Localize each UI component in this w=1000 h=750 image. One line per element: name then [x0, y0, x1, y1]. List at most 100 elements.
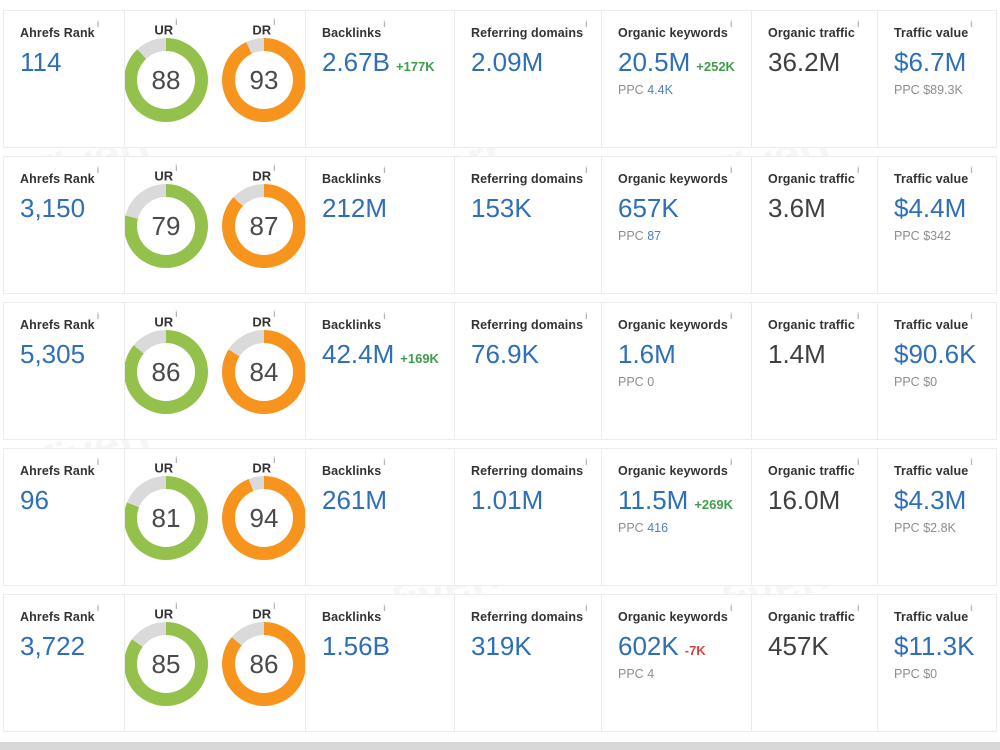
- backlinks-value[interactable]: 2.67B: [322, 47, 390, 78]
- ur-label-text: UR: [154, 460, 174, 476]
- backlinks-value[interactable]: 261M: [322, 485, 388, 516]
- info-icon[interactable]: i: [383, 457, 386, 467]
- info-icon[interactable]: i: [383, 603, 386, 613]
- keywords-ppc-value[interactable]: 87: [647, 229, 662, 244]
- info-icon[interactable]: i: [585, 19, 588, 29]
- info-icon[interactable]: i: [856, 165, 860, 175]
- info-icon[interactable]: i: [383, 165, 386, 175]
- info-icon[interactable]: i: [970, 311, 973, 321]
- ahrefs-rank-value[interactable]: 3,722: [20, 631, 86, 662]
- info-icon[interactable]: i: [175, 163, 178, 173]
- backlinks-value[interactable]: 212M: [322, 193, 388, 224]
- info-icon[interactable]: i: [856, 457, 860, 467]
- info-icon[interactable]: i: [856, 19, 860, 29]
- organic-keywords-value[interactable]: 11.5M: [618, 485, 689, 516]
- info-icon[interactable]: i: [175, 17, 178, 27]
- ahrefs-rank-value[interactable]: 96: [20, 485, 49, 516]
- dr-gauge-ring: 87: [222, 184, 305, 269]
- info-icon[interactable]: i: [96, 19, 100, 29]
- ahrefs-rank-value[interactable]: 3,150: [20, 193, 86, 224]
- referring-domains-value[interactable]: 153K: [471, 193, 532, 224]
- referring-domains-value[interactable]: 76.9K: [471, 339, 539, 370]
- organic-keywords-cell: Organic keywordsi 602K -7K PPC 4: [601, 595, 751, 731]
- dr-gauge-value: 93: [235, 51, 293, 110]
- info-icon[interactable]: i: [383, 19, 386, 29]
- backlinks-value[interactable]: 42.4M: [322, 339, 395, 370]
- info-icon[interactable]: i: [729, 457, 733, 467]
- info-icon[interactable]: i: [585, 311, 588, 321]
- info-icon[interactable]: i: [585, 165, 588, 175]
- organic-keywords-value[interactable]: 602K: [618, 631, 679, 662]
- dr-gauge-ring: 84: [222, 330, 305, 415]
- referring-domains-value[interactable]: 319K: [471, 631, 532, 662]
- info-icon[interactable]: i: [856, 603, 860, 613]
- dr-label: DRi: [222, 17, 305, 37]
- info-icon[interactable]: i: [729, 19, 733, 29]
- ahrefs-rank-label-text: Ahrefs Rank: [20, 610, 95, 625]
- info-icon[interactable]: i: [970, 603, 973, 613]
- info-icon[interactable]: i: [175, 601, 178, 611]
- organic-keywords-value[interactable]: 657K: [618, 193, 679, 224]
- organic-keywords-change-badge: +252K: [696, 59, 735, 75]
- referring-domains-label-text: Referring domains: [471, 464, 584, 479]
- organic-traffic-label: Organic traffici: [768, 311, 869, 332]
- backlinks-cell: Backlinksi 212M: [305, 157, 454, 293]
- organic-keywords-value[interactable]: 1.6M: [618, 339, 676, 370]
- keywords-ppc-value[interactable]: 4.4K: [647, 83, 673, 98]
- info-icon[interactable]: i: [729, 165, 733, 175]
- info-icon[interactable]: i: [729, 311, 733, 321]
- info-icon[interactable]: i: [383, 311, 386, 321]
- ahrefs-rank-value[interactable]: 114: [20, 47, 62, 78]
- keywords-ppc-value[interactable]: 0: [647, 375, 655, 390]
- ahrefs-rank-label: Ahrefs Ranki: [20, 457, 116, 478]
- keywords-ppc-value[interactable]: 4: [647, 667, 655, 682]
- ur-label-text: UR: [154, 606, 174, 622]
- organic-traffic-label-text: Organic traffic: [768, 464, 855, 479]
- ahrefs-rank-value[interactable]: 5,305: [20, 339, 86, 370]
- info-icon[interactable]: i: [96, 311, 100, 321]
- referring-domains-value[interactable]: 2.09M: [471, 47, 544, 78]
- organic-keywords-label: Organic keywordsi: [618, 311, 743, 332]
- info-icon[interactable]: i: [273, 601, 276, 611]
- traffic-value-ppc-line: PPC $89.3K: [894, 83, 996, 97]
- info-icon[interactable]: i: [96, 603, 100, 613]
- info-icon[interactable]: i: [970, 457, 973, 467]
- info-icon[interactable]: i: [585, 603, 588, 613]
- info-icon[interactable]: i: [273, 17, 276, 27]
- ahrefs-rank-label: Ahrefs Ranki: [20, 311, 116, 332]
- info-icon[interactable]: i: [175, 309, 178, 319]
- organic-keywords-label: Organic keywordsi: [618, 603, 743, 625]
- traffic-value-value[interactable]: $4.3M: [894, 485, 967, 516]
- traffic-value-value[interactable]: $4.4M: [894, 193, 967, 224]
- info-icon[interactable]: i: [729, 603, 733, 613]
- referring-domains-value[interactable]: 1.01M: [471, 485, 544, 516]
- info-icon[interactable]: i: [273, 455, 276, 465]
- info-icon[interactable]: i: [96, 165, 100, 175]
- traffic-value-ppc-value: $2.8K: [923, 521, 956, 536]
- url-rating-gauge: URi 79: [125, 163, 208, 293]
- info-icon[interactable]: i: [175, 455, 178, 465]
- organic-keywords-label-text: Organic keywords: [618, 610, 728, 625]
- ur-gauge-value: 85: [137, 635, 195, 694]
- traffic-value-value[interactable]: $90.6K: [894, 339, 977, 370]
- ur-gauge-ring: 86: [125, 330, 208, 415]
- info-icon[interactable]: i: [273, 309, 276, 319]
- backlinks-value[interactable]: 1.56B: [322, 631, 390, 662]
- info-icon[interactable]: i: [970, 165, 973, 175]
- bottom-strip: [0, 742, 1000, 750]
- dr-label: DRi: [222, 601, 305, 621]
- organic-traffic-label-text: Organic traffic: [768, 610, 855, 625]
- traffic-value-ppc-value: $342: [923, 229, 951, 244]
- info-icon[interactable]: i: [96, 457, 100, 467]
- info-icon[interactable]: i: [856, 311, 860, 321]
- traffic-value-label-text: Traffic value: [894, 464, 969, 479]
- traffic-value-value[interactable]: $6.7M: [894, 47, 967, 78]
- traffic-value-value[interactable]: $11.3K: [894, 631, 975, 662]
- keywords-ppc-value[interactable]: 416: [647, 521, 669, 536]
- ppc-label: PPC: [894, 521, 920, 536]
- ahrefs-rank-label: Ahrefs Ranki: [20, 19, 116, 40]
- info-icon[interactable]: i: [273, 163, 276, 173]
- info-icon[interactable]: i: [970, 19, 973, 29]
- organic-keywords-value[interactable]: 20.5M: [618, 47, 691, 78]
- info-icon[interactable]: i: [585, 457, 588, 467]
